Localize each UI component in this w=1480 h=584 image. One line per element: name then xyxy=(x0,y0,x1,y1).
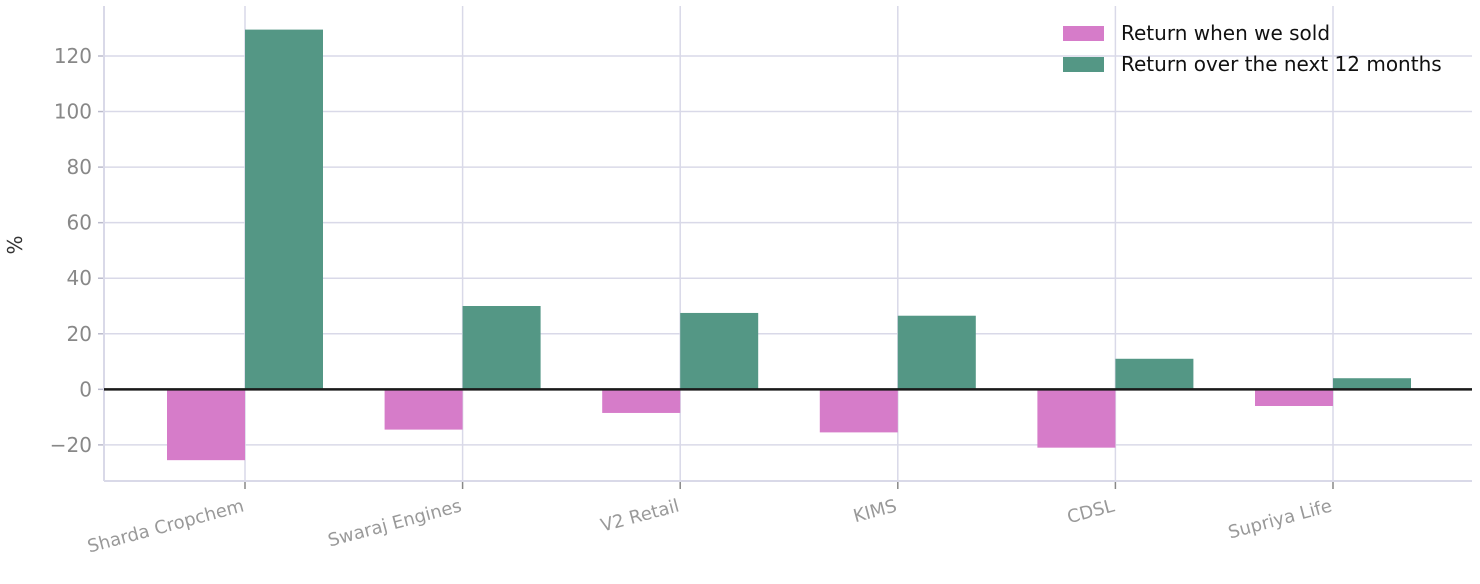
legend: Return when we sold Return over the next … xyxy=(1063,21,1442,76)
legend-label: Return over the next 12 months xyxy=(1121,52,1442,76)
y-tick-label: 60 xyxy=(67,211,92,235)
bar xyxy=(462,306,541,390)
y-tick-label: 120 xyxy=(54,44,92,68)
bar xyxy=(819,389,898,433)
y-tick-label: 0 xyxy=(79,377,92,401)
bar xyxy=(602,389,681,413)
bar xyxy=(245,29,323,390)
legend-swatch xyxy=(1063,57,1104,72)
y-tick-label: 20 xyxy=(67,322,92,346)
y-axis-label: % xyxy=(3,235,27,254)
y-tick-label: 80 xyxy=(67,155,92,179)
bar xyxy=(167,389,245,461)
bar xyxy=(1333,378,1411,390)
x-tick-label: KIMS xyxy=(851,496,899,528)
x-tick-label: Swaraj Engines xyxy=(326,496,464,552)
bar xyxy=(897,315,976,390)
x-tick-label: Sharda Cropchem xyxy=(85,496,246,558)
bar xyxy=(1037,389,1116,448)
y-tick-label: 100 xyxy=(54,100,92,124)
y-tick-label: −20 xyxy=(50,433,92,457)
bar xyxy=(384,389,463,430)
bar xyxy=(680,312,759,390)
bar xyxy=(1115,358,1194,390)
x-tick-label: Supriya Life xyxy=(1226,496,1334,544)
bar xyxy=(1255,389,1333,406)
bar-layer xyxy=(167,29,1411,461)
legend-swatch xyxy=(1063,26,1104,41)
legend-label: Return when we sold xyxy=(1121,21,1330,45)
x-tick-label: CDSL xyxy=(1065,496,1117,529)
x-tick-label: V2 Retail xyxy=(598,496,681,537)
y-tick-label: 40 xyxy=(67,266,92,290)
